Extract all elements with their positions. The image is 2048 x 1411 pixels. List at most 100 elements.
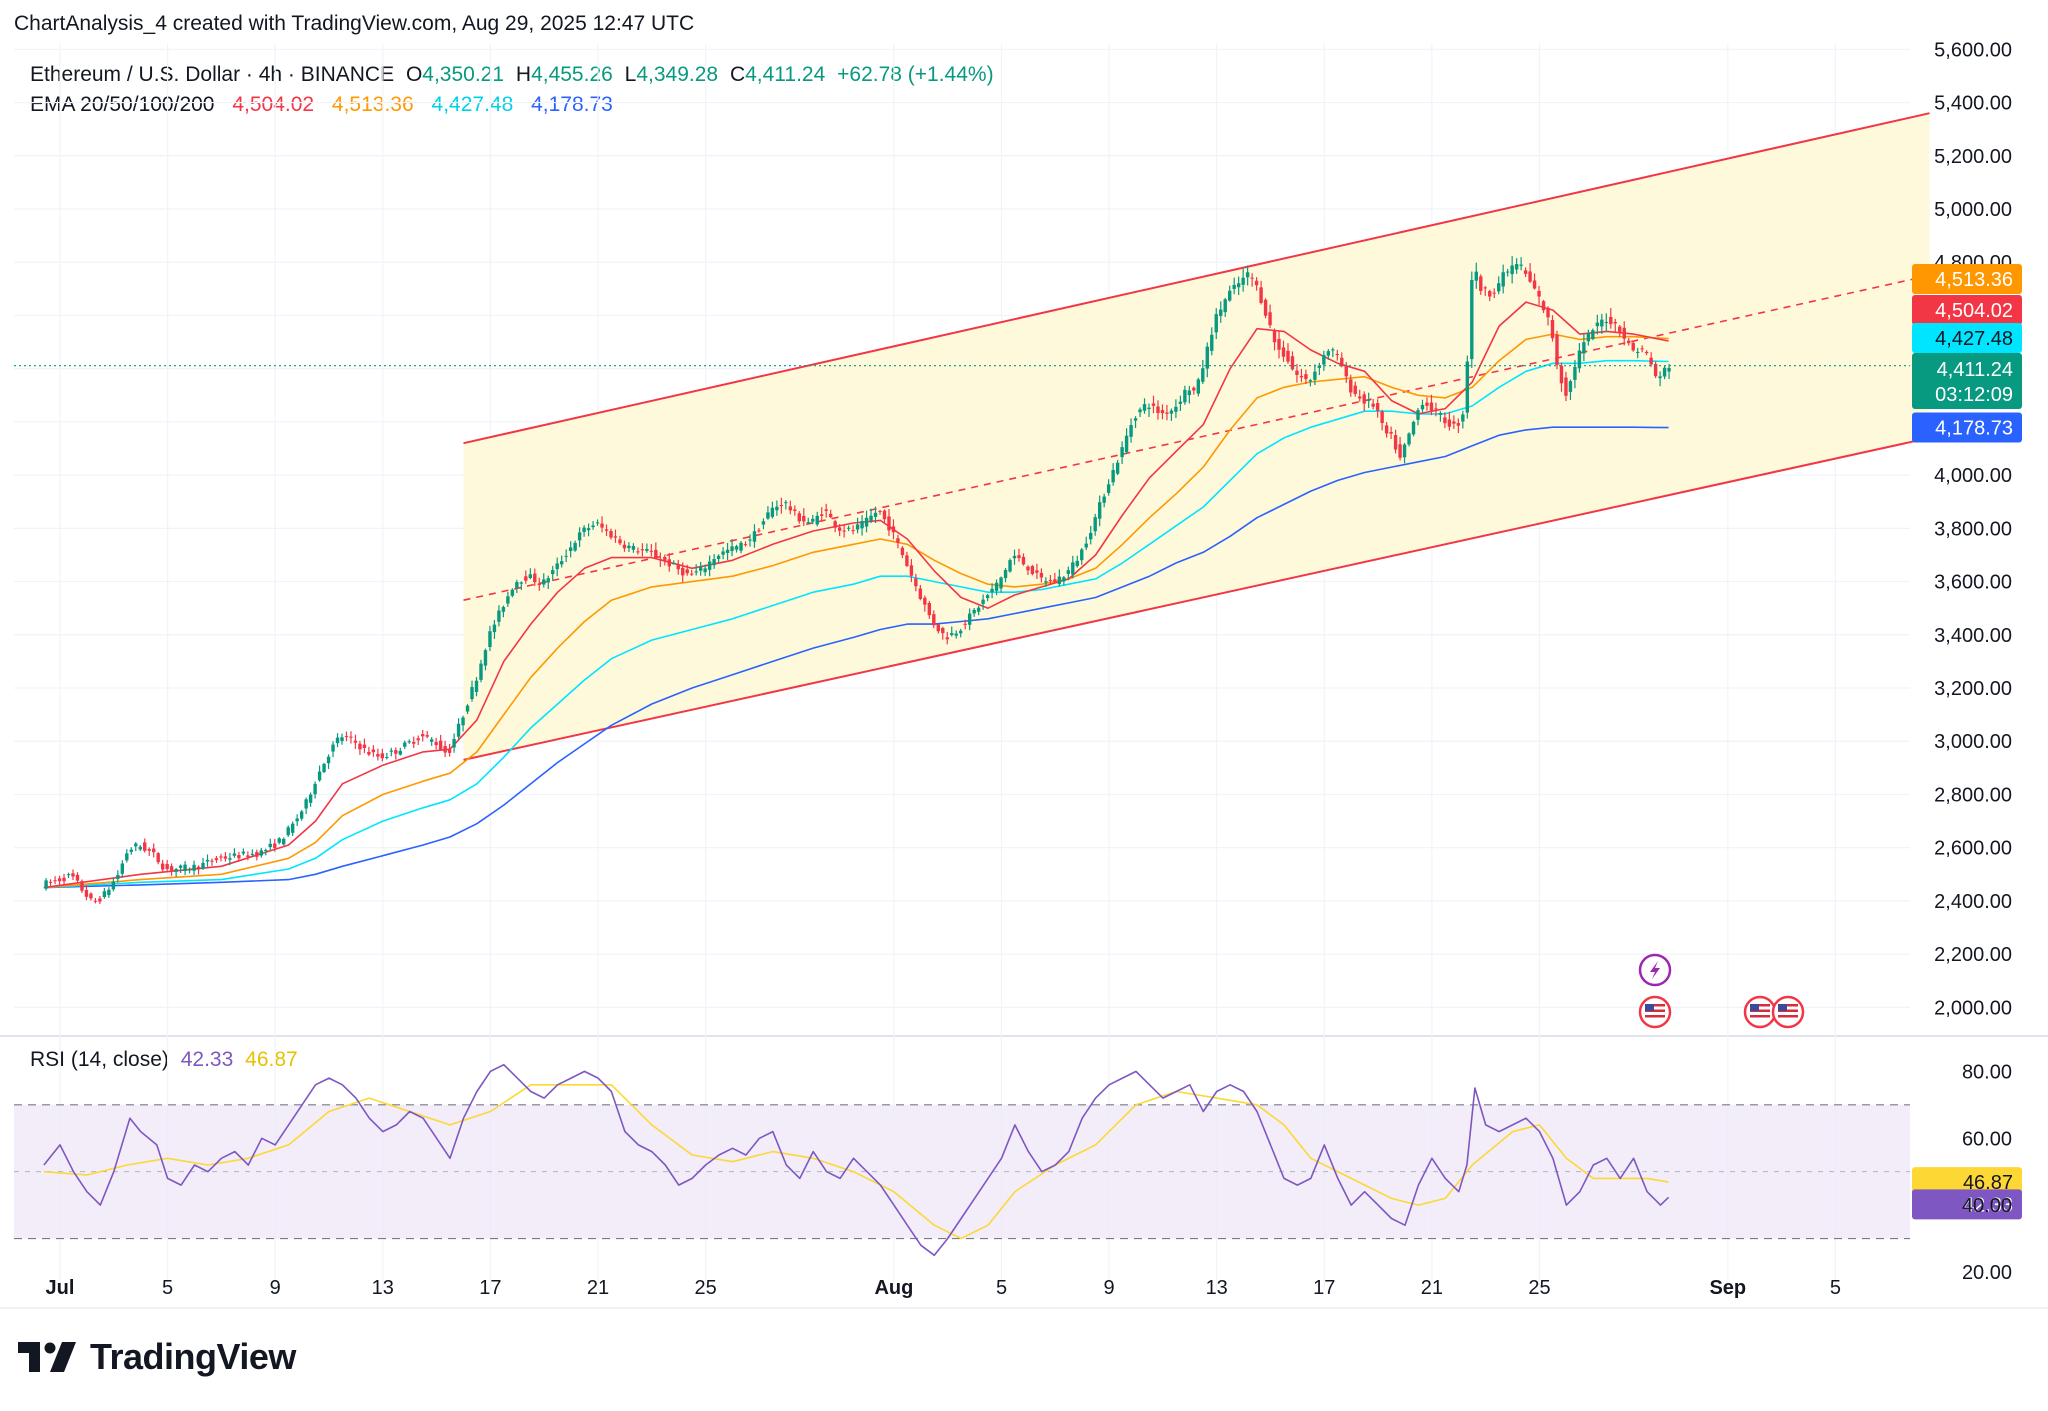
- candle-body[interactable]: [358, 743, 362, 750]
- candle-body[interactable]: [896, 538, 900, 543]
- candle-body[interactable]: [519, 582, 524, 584]
- candle-body[interactable]: [1644, 351, 1649, 354]
- flash-icon[interactable]: [1638, 953, 1672, 987]
- candle-body[interactable]: [48, 881, 53, 883]
- candle-body[interactable]: [1582, 342, 1586, 354]
- candle-body[interactable]: [250, 853, 255, 855]
- candle-body[interactable]: [461, 717, 465, 726]
- candle-body[interactable]: [1093, 517, 1097, 532]
- candle-body[interactable]: [1326, 351, 1331, 356]
- candle-body[interactable]: [945, 637, 949, 640]
- candle-body[interactable]: [125, 853, 129, 861]
- candle-body[interactable]: [515, 582, 519, 588]
- candle-body[interactable]: [1349, 379, 1353, 393]
- candle-body[interactable]: [98, 898, 102, 902]
- candle-body[interactable]: [205, 859, 210, 862]
- ema-legend-row[interactable]: EMA 20/50/100/200 4,504.02 4,513.36 4,42…: [30, 90, 994, 120]
- candle-body[interactable]: [1021, 556, 1026, 565]
- candle-body[interactable]: [156, 853, 160, 863]
- candle-body[interactable]: [712, 559, 716, 566]
- candle-body[interactable]: [555, 563, 559, 570]
- candle-body[interactable]: [1537, 290, 1541, 297]
- symbol-legend[interactable]: Ethereum / U.S. Dollar · 4h · BINANCE O4…: [30, 60, 994, 120]
- candle-body[interactable]: [317, 771, 322, 781]
- candle-body[interactable]: [1568, 381, 1573, 392]
- candle-body[interactable]: [1012, 555, 1017, 559]
- candle-body[interactable]: [1371, 403, 1375, 407]
- candle-body[interactable]: [685, 569, 689, 574]
- candle-body[interactable]: [1250, 277, 1254, 279]
- candle-body[interactable]: [882, 510, 887, 520]
- candle-body[interactable]: [1586, 333, 1591, 342]
- candle-body[interactable]: [1124, 435, 1129, 453]
- rsi-pane[interactable]: 20.00 40.00 60.00 80.00: [14, 1061, 2012, 1284]
- candle-body[interactable]: [654, 549, 658, 558]
- ema-legend-label[interactable]: EMA 20/50/100/200: [30, 93, 215, 116]
- candle-body[interactable]: [187, 869, 192, 871]
- candle-body[interactable]: [394, 750, 398, 754]
- channel-mid-line[interactable]: [463, 274, 1930, 601]
- candle-body[interactable]: [828, 513, 833, 518]
- candle-body[interactable]: [864, 517, 869, 527]
- candle-body[interactable]: [1066, 570, 1071, 574]
- candle-body[interactable]: [210, 860, 214, 862]
- candle-body[interactable]: [421, 734, 425, 737]
- candle-body[interactable]: [1201, 368, 1205, 382]
- candle-body[interactable]: [743, 544, 748, 546]
- candle-body[interactable]: [1039, 572, 1044, 578]
- candle-body[interactable]: [1299, 375, 1304, 378]
- candle-body[interactable]: [102, 891, 107, 898]
- candle-body[interactable]: [1174, 406, 1178, 412]
- candle-body[interactable]: [959, 630, 963, 634]
- candle-body[interactable]: [474, 680, 479, 693]
- candle-body[interactable]: [1429, 402, 1434, 411]
- candle-body[interactable]: [434, 742, 438, 746]
- candle-body[interactable]: [111, 881, 116, 890]
- candle-body[interactable]: [322, 763, 326, 773]
- candle-body[interactable]: [1389, 432, 1393, 434]
- candle-body[interactable]: [613, 536, 618, 538]
- candle-body[interactable]: [1380, 411, 1384, 424]
- candle-body[interactable]: [1340, 357, 1344, 367]
- candle-body[interactable]: [1514, 264, 1519, 270]
- candle-body[interactable]: [546, 578, 550, 583]
- candle-body[interactable]: [1089, 532, 1093, 540]
- candle-body[interactable]: [1384, 425, 1389, 434]
- us-flag-icon[interactable]: [1743, 995, 1777, 1029]
- candle-body[interactable]: [761, 521, 766, 525]
- candle-body[interactable]: [1160, 410, 1165, 414]
- candle-body[interactable]: [84, 889, 89, 897]
- candle-body[interactable]: [1456, 423, 1461, 426]
- rsi-legend-label[interactable]: RSI (14, close): [30, 1048, 169, 1071]
- candle-body[interactable]: [1308, 380, 1313, 382]
- candle-body[interactable]: [820, 514, 824, 516]
- candle-body[interactable]: [1528, 271, 1532, 282]
- candle-body[interactable]: [1483, 287, 1487, 289]
- candle-body[interactable]: [1420, 404, 1425, 410]
- candle-body[interactable]: [264, 849, 268, 851]
- candle-body[interactable]: [1008, 560, 1012, 572]
- candle-body[interactable]: [878, 510, 882, 512]
- candle-body[interactable]: [927, 602, 932, 616]
- candle-body[interactable]: [1259, 287, 1263, 303]
- candle-body[interactable]: [649, 550, 654, 552]
- candle-body[interactable]: [1640, 348, 1644, 350]
- candle-body[interactable]: [1219, 309, 1223, 316]
- candle-body[interactable]: [452, 738, 456, 748]
- candle-body[interactable]: [1667, 367, 1671, 372]
- candle-body[interactable]: [1295, 370, 1299, 376]
- candle-body[interactable]: [1573, 367, 1577, 380]
- candle-body[interactable]: [385, 757, 389, 759]
- candle-body[interactable]: [716, 555, 721, 559]
- candle-body[interactable]: [528, 574, 533, 579]
- candle-body[interactable]: [788, 506, 793, 511]
- candle-body[interactable]: [1366, 399, 1371, 401]
- candle-body[interactable]: [214, 858, 219, 861]
- candle-body[interactable]: [542, 579, 546, 585]
- candle-body[interactable]: [407, 741, 411, 743]
- candle-body[interactable]: [57, 878, 62, 882]
- candle-body[interactable]: [582, 527, 586, 533]
- candle-body[interactable]: [1438, 413, 1443, 415]
- candle-body[interactable]: [282, 838, 286, 845]
